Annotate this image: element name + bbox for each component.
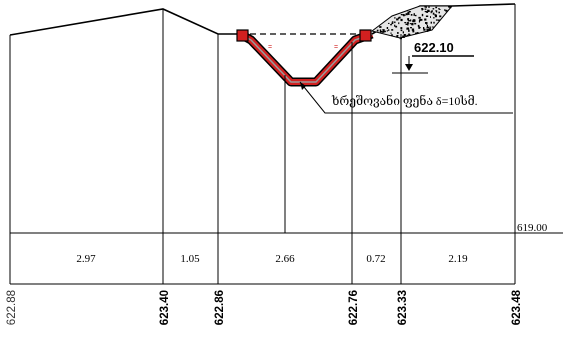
distance-band <box>10 232 563 285</box>
elevation-label: 623.40 <box>159 290 171 325</box>
distance-label: 1.05 <box>180 253 200 265</box>
channel-lining: = = <box>236 29 374 87</box>
level-callout: 622.10 <box>392 40 474 74</box>
elevation-label: 623.48 <box>511 289 523 325</box>
gravel-fill-hatch <box>370 5 454 40</box>
datum-label: 619.00 <box>517 222 548 234</box>
elevation-label: 622.76 <box>348 290 360 325</box>
distance-label: 2.97 <box>76 253 96 265</box>
svg-text:=: = <box>268 44 272 51</box>
svg-text:=: = <box>334 44 338 51</box>
distance-label: 0.72 <box>366 253 385 265</box>
distance-label: 2.66 <box>275 253 295 265</box>
distance-label: 2.19 <box>448 253 468 265</box>
elevation-label: 623.33 <box>397 290 409 325</box>
elevation-label: 622.88 <box>6 290 18 325</box>
elevation-label: 622.86 <box>214 290 226 325</box>
material-note: ხრეშოვანი ფენა δ=10სმ. <box>331 93 478 108</box>
station-lines <box>9 4 516 284</box>
level-value: 622.10 <box>414 40 454 55</box>
material-note-callout: ხრეშოვანი ფენა δ=10სმ. <box>299 81 513 114</box>
ground-profile-line <box>9 8 240 36</box>
